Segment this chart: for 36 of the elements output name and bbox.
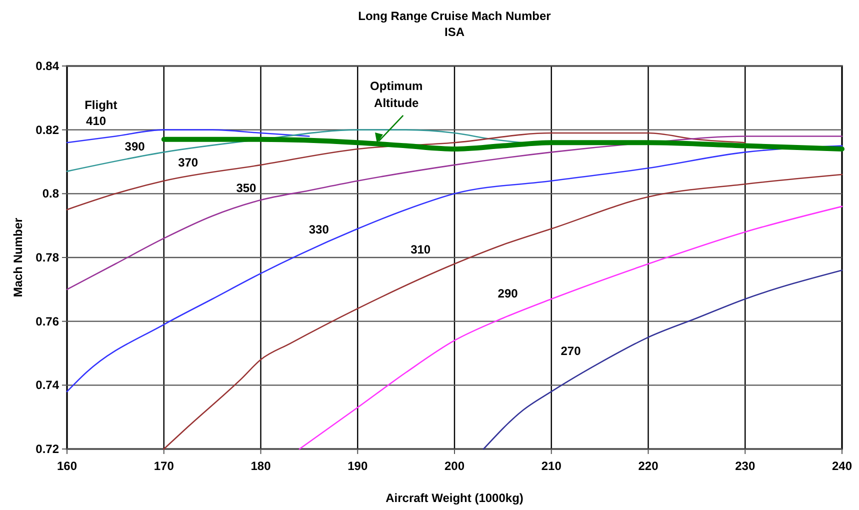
y-tick-label: 0.72 [36, 442, 60, 456]
x-tick-label: 180 [250, 459, 272, 473]
x-axis-title: Aircraft Weight (1000kg) [386, 491, 524, 505]
line-series [66, 129, 310, 144]
y-axis-title: Mach Number [11, 218, 25, 298]
y-tick-label: 0.78 [36, 250, 60, 264]
y-tick-label: 0.74 [36, 378, 60, 392]
x-tick-label: 200 [444, 459, 465, 473]
series-label: 330 [308, 222, 330, 237]
y-tick-label: 0.76 [36, 314, 60, 328]
x-tick-label: 190 [348, 459, 368, 473]
x-tick-label: 230 [735, 459, 756, 473]
annotation: Flight [84, 98, 118, 112]
series-label: 390 [124, 140, 146, 154]
y-tick-label: 0.82 [36, 122, 60, 137]
text: Optimum Altitude [370, 78, 423, 110]
series-label: 410 [86, 114, 106, 128]
series-label: 270 [560, 344, 582, 358]
chart-subtitle: ISA [444, 25, 465, 39]
y-tick-label: 0.84 [36, 59, 60, 73]
series-label: 290 [498, 286, 518, 300]
x-tick-label: 210 [541, 459, 562, 473]
x-tick-label: 240 [832, 459, 852, 473]
x-tick-label: 160 [56, 459, 78, 473]
line-series [482, 270, 843, 450]
line-series [66, 129, 523, 172]
series-label: 370 [178, 156, 198, 170]
series-label: 310 [410, 242, 431, 257]
x-tick-label: 220 [638, 459, 659, 473]
line-series [163, 174, 843, 450]
chart-title: Long Range Cruise Mach Number [358, 9, 552, 23]
x-tick-label: 170 [154, 459, 174, 473]
line-series [66, 132, 746, 210]
series-label: 350 [236, 180, 257, 195]
line-series [298, 206, 843, 450]
y-tick-label: 0.8 [42, 186, 60, 201]
